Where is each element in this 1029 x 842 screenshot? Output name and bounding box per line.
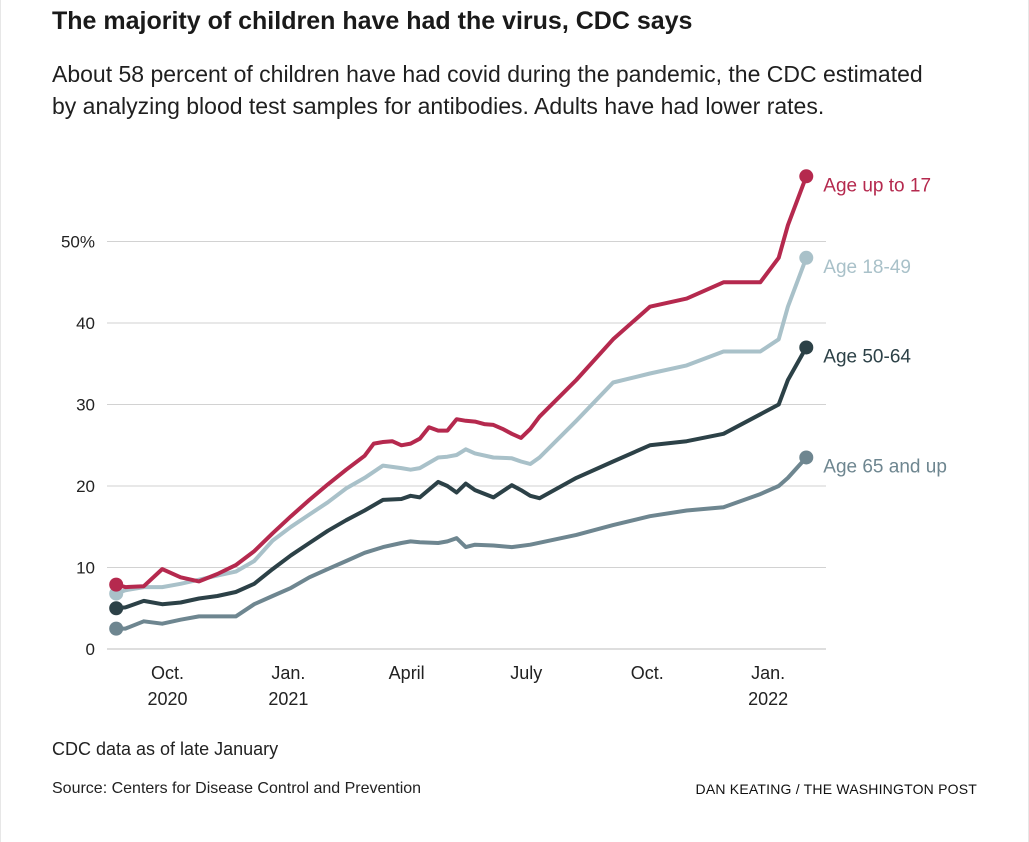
chart-subtitle: About 58 percent of children have had co… (52, 61, 923, 119)
x-tick-label: Oct. (151, 663, 184, 683)
x-tick-label: April (389, 663, 425, 683)
x-tick-year-label: 2022 (748, 689, 788, 709)
x-tick-label: Jan. (271, 663, 305, 683)
series-line (114, 255, 809, 596)
y-tick-label: 0 (86, 640, 95, 659)
source-line: Source: Centers for Disease Control and … (52, 780, 422, 797)
x-tick-label: Jan. (751, 663, 785, 683)
y-tick-label: 30 (76, 396, 95, 415)
series-end-marker (799, 250, 814, 265)
series-label: Age 18-49 (823, 257, 911, 278)
series-line (114, 455, 809, 631)
series-line (114, 174, 809, 590)
y-tick-label: 20 (76, 477, 95, 496)
chart-title: The majority of children have had the vi… (52, 7, 693, 35)
series-end-marker (799, 340, 814, 355)
series-start-marker (109, 601, 124, 616)
credit-line: DAN KEATING / THE WASHINGTON POST (695, 781, 977, 797)
series-label: Age 65 and up (823, 456, 947, 477)
y-tick-label: 50% (61, 233, 95, 252)
frame-border-left (0, 0, 1, 842)
x-tick-label: Oct. (631, 663, 664, 683)
y-tick-label: 10 (76, 559, 95, 578)
series-start-marker (109, 621, 124, 636)
series-end-marker (799, 450, 814, 465)
series-start-marker (109, 577, 124, 592)
x-tick-year-label: 2021 (268, 689, 308, 709)
x-tick-label: July (510, 663, 542, 683)
data-note: CDC data as of late January (52, 739, 279, 759)
series-label: Age up to 17 (823, 175, 931, 196)
series-end-marker (799, 169, 814, 184)
y-tick-label: 40 (76, 314, 95, 333)
series-label: Age 50-64 (823, 346, 911, 367)
series-line (114, 345, 809, 611)
x-tick-year-label: 2020 (147, 689, 187, 709)
